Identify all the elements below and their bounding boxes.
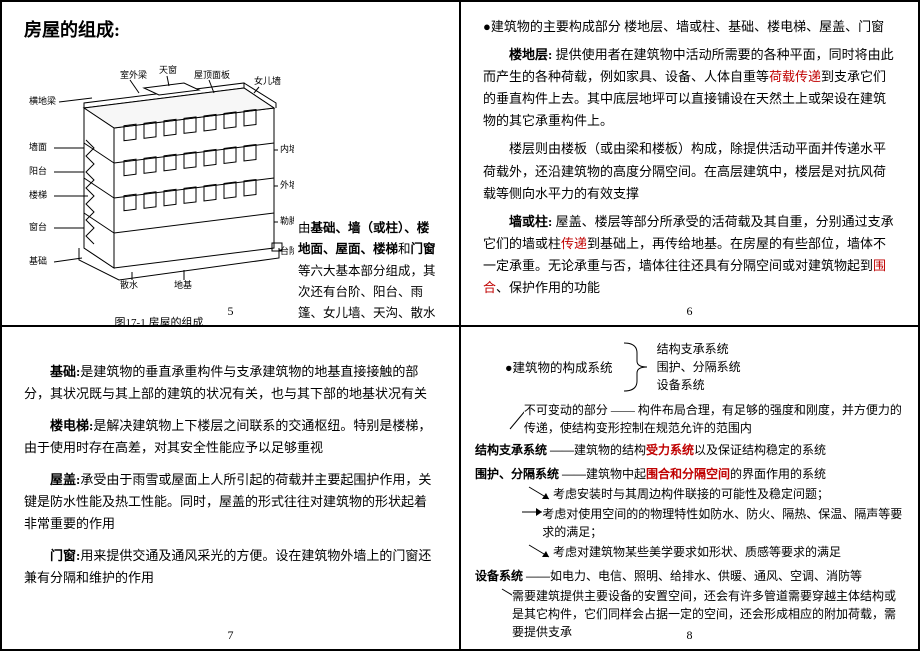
panel5-figure-row: 横地梁 天窗 室外梁 屋顶面板 女儿墙 墙面 阳台 楼梯 内墙 外墙 勒脚 台阶… [24,48,437,326]
svg-text:墙面: 墙面 [29,141,47,152]
svg-text:基础: 基础 [29,255,47,266]
svg-text:窗台: 窗台 [29,221,47,232]
page-number-8: 8 [687,628,693,643]
panel5-side-text: 由基础、墙（或柱）、楼地面、屋面、楼梯和门窗等六大基本部分组成，其次还有台阶、阳… [298,218,437,326]
svg-text:勒脚: 勒脚 [280,215,294,226]
svg-text:外墙: 外墙 [280,179,294,190]
svg-text:屋顶面板: 屋顶面板 [194,69,230,80]
panel5-title: 房屋的组成: [24,16,437,42]
arrow-icon [527,485,553,503]
page-number-6: 6 [687,304,693,319]
svg-text:横地梁: 横地梁 [29,95,56,106]
s3-line: 设备系统 —— 如电力、电信、照明、给排水、供暖、通风、空调、消防等 [475,567,904,585]
s2-arrow3: 考虑对建筑物某些美学要求如形状、质感等要求的满足 [475,543,904,561]
brace-icon [613,339,653,395]
svg-text:女儿墙: 女儿墙 [254,75,281,86]
p7-p2: 楼电梯:是解决建筑物上下楼层之间联系的交通枢纽。特别是楼梯，由于使用时存在高差，… [24,415,437,459]
svg-text:室外梁: 室外梁 [120,69,147,80]
svg-text:阳台: 阳台 [29,165,47,176]
p7-p3: 屋盖:承受由于雨雪或屋面上人所引起的荷载并主要起围护作用，关键是防水性能及热工性… [24,469,437,535]
arrow-icon [520,505,542,519]
p6-p3: 墙或柱: 屋盖、楼层等部分所承受的活荷载及其自重，分别通过支承它们的墙或柱传递到… [483,211,896,299]
panel-8: ●建筑物的构成系统 结构支承系统 围护、分隔系统 设备系统 不可变动的部分 ——… [460,326,919,651]
panel-7: 基础:是建筑物的垂直承重构件与支承建筑物的地基直接接触的部分，其状况既与其上部的… [1,326,460,651]
svg-text:楼梯: 楼梯 [29,189,47,200]
p6-p1: 楼地层: 提供使用者在建筑物中活动所需要的各种平面，同时将由此而产生的各种荷载，… [483,44,896,132]
p7-p4: 门窗:用来提供交通及通风采光的方便。设在建筑物外墙上的门窗还兼有分隔和维护的作用 [24,545,437,589]
four-panel-grid: 房屋的组成: [0,0,920,651]
arrow-icon [500,587,512,605]
s1-line: 结构支承系统 —— 建筑物的结构受力系统以及保证结构稳定的系统 [475,441,904,459]
s1-arrow: 不可变动的部分 —— 构件布局合理，有足够的强度和刚度，并方便力的传递，使结构变… [475,401,904,437]
arrow-icon [527,543,553,561]
svg-text:天窗: 天窗 [159,64,177,75]
svg-text:台阶: 台阶 [280,245,294,256]
panel-6: ●建筑物的主要构成部分 楼地层、墙或柱、基础、楼电梯、屋盖、门窗 楼地层: 提供… [460,1,919,326]
building-diagram: 横地梁 天窗 室外梁 屋顶面板 女儿墙 墙面 阳台 楼梯 内墙 外墙 勒脚 台阶… [24,48,294,326]
page-number-5: 5 [228,304,234,319]
svg-text:散水: 散水 [120,279,138,290]
p6-heading: ●建筑物的主要构成部分 楼地层、墙或柱、基础、楼电梯、屋盖、门窗 [483,16,896,38]
p7-p1: 基础:是建筑物的垂直承重构件与支承建筑物的地基直接接触的部分，其状况既与其上部的… [24,361,437,405]
svg-text:内墙: 内墙 [280,143,294,154]
page-number-7: 7 [228,628,234,643]
s2-line: 围护、分隔系统 —— 建筑物中起围合和分隔空间的界面作用的系统 [475,465,904,483]
svg-text:地基: 地基 [174,279,192,290]
tree-children: 结构支承系统 围护、分隔系统 设备系统 [653,340,741,394]
s2-arrow2: 考虑对使用空间的的物理特性如防水、防火、隔热、保温、隔声等要求的满足； [475,505,904,541]
panel-5: 房屋的组成: [1,1,460,326]
p6-p2: 楼层则由楼板（或由梁和楼板）构成，除提供活动平面并传递水平荷载外，还沿建筑物的高… [483,138,896,204]
building-svg: 横地梁 天窗 室外梁 屋顶面板 女儿墙 墙面 阳台 楼梯 内墙 外墙 勒脚 台阶… [24,48,294,308]
arrow-icon [508,401,524,431]
figure-caption: 图17-1 房屋的组成 [24,314,294,326]
s2-arrow1: 考虑安装时与其周边构件联接的可能性及稳定问题； [475,485,904,503]
tree-root: ●建筑物的构成系统 结构支承系统 围护、分隔系统 设备系统 [505,339,904,395]
